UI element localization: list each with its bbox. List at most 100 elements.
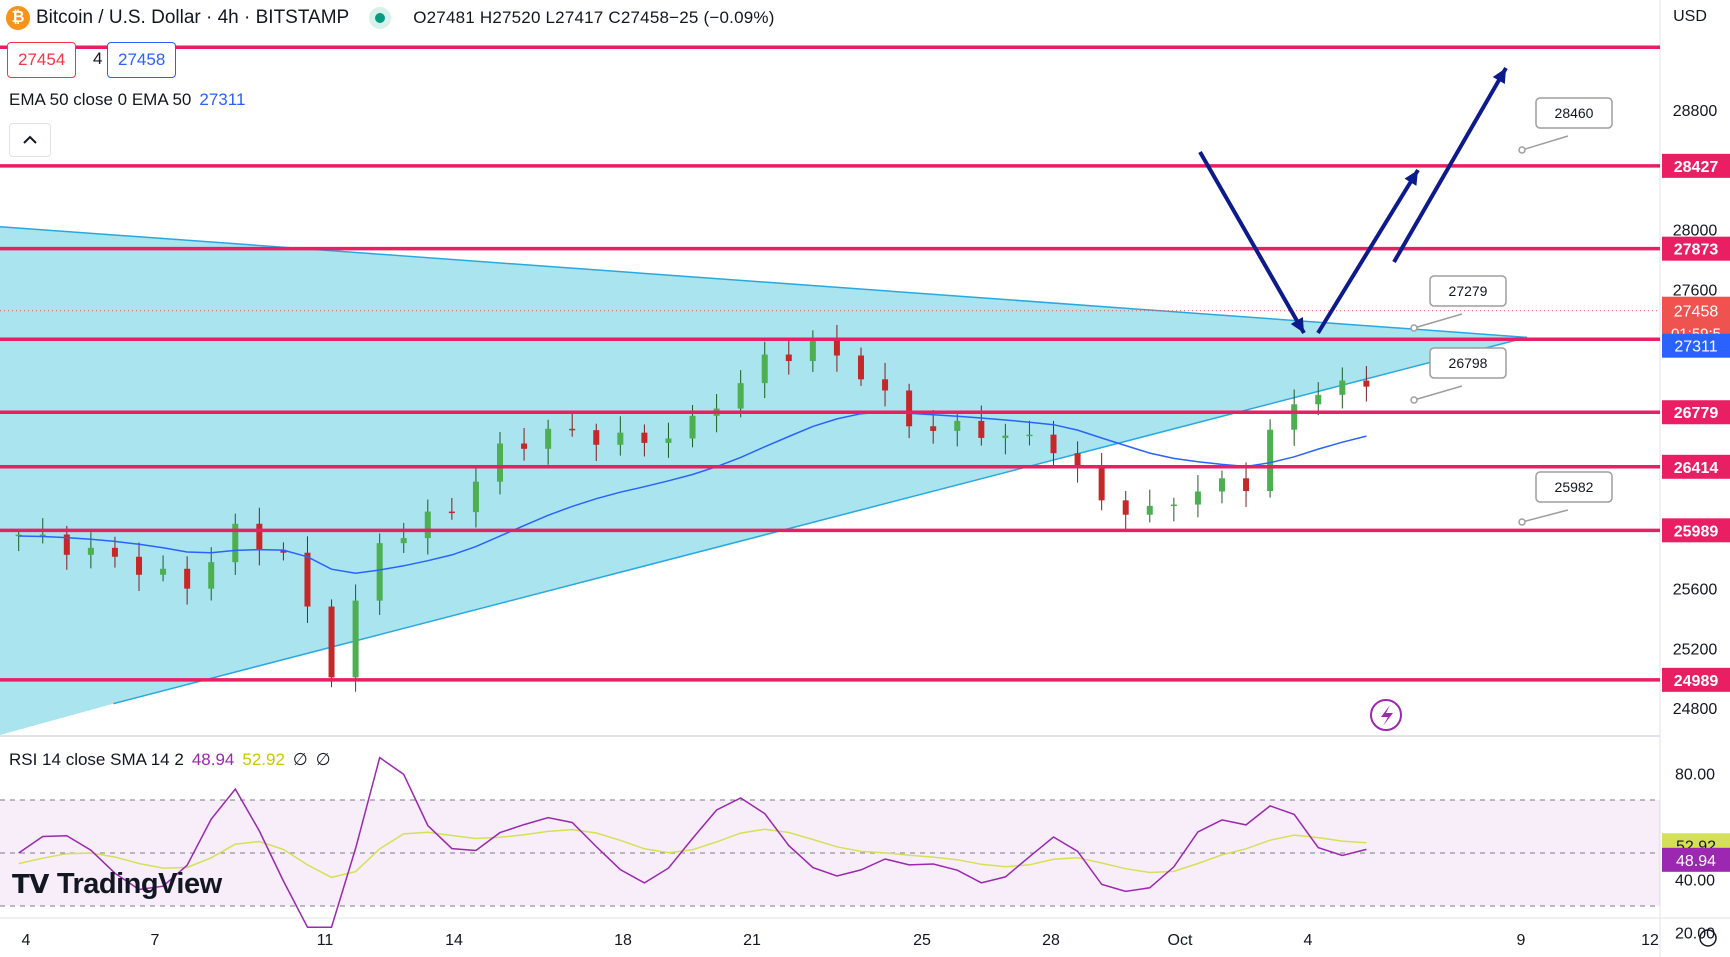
candle-down: [280, 549, 287, 553]
candle-up: [39, 534, 46, 537]
rsi-legend[interactable]: RSI 14 close SMA 14 2 48.94 52.92 ∅ ∅: [9, 750, 331, 770]
candle-up: [1194, 491, 1201, 505]
buy-button[interactable]: 27458: [107, 42, 177, 78]
rsi-legend-extra-2: ∅: [315, 750, 331, 769]
time-tick-label: 4: [22, 932, 31, 949]
ohlc-values: O27481 H27520 L27417 C27458: [413, 8, 670, 27]
time-tick-label: 18: [614, 932, 632, 949]
chart-header: ₿ Bitcoin / U.S. Dollar · 4h · BITSTAMP …: [0, 0, 775, 36]
candle-up: [160, 568, 167, 575]
time-tick-label: 14: [445, 932, 463, 949]
candle-up: [1146, 505, 1153, 515]
candle-down: [569, 428, 576, 431]
candle-down: [521, 443, 528, 449]
rsi-tick-label: 20.00: [1675, 926, 1715, 943]
candle-down: [857, 355, 864, 380]
rsi-legend-extra-1: ∅: [292, 750, 308, 769]
candle-down: [641, 432, 648, 443]
candle-down: [111, 547, 118, 557]
callout-label: 27279: [1449, 283, 1488, 299]
ema-price-tag: [1662, 333, 1730, 358]
candle-up: [1002, 435, 1009, 438]
lightning-icon: [1381, 705, 1393, 726]
time-tick-label: 21: [743, 932, 761, 949]
candle-down: [1122, 500, 1129, 515]
rsi-tick-label: 40.00: [1675, 873, 1715, 890]
candle-up: [208, 562, 215, 589]
candle-up: [497, 443, 503, 482]
candle-down: [448, 511, 455, 514]
candle-down: [1243, 478, 1250, 492]
up-arrow-long: [1392, 67, 1508, 263]
tradingview-logo: 𝗧𝗩 TradingView: [12, 868, 222, 901]
callout-anchor: [1518, 146, 1526, 154]
candle-up: [954, 420, 961, 431]
level-price-label: 24989: [1674, 673, 1719, 690]
level-price-tag: [1662, 400, 1730, 425]
price-tick-label: 25200: [1673, 641, 1718, 658]
up-arrow-long-head: [1492, 68, 1506, 84]
price-tick-label: 24800: [1673, 701, 1718, 718]
candle-down: [833, 340, 840, 356]
rsi-value-tag: [1662, 847, 1730, 872]
time-tick-label: 11: [317, 932, 334, 949]
candle-up: [1218, 478, 1225, 492]
candle-down: [785, 354, 792, 362]
bitcoin-icon: ₿: [6, 6, 30, 30]
candle-up: [1026, 434, 1033, 437]
candle-up: [617, 432, 624, 445]
callout-box: [1429, 275, 1507, 307]
candle-down: [1363, 380, 1370, 387]
alert-icon: [1370, 699, 1402, 731]
candle-up: [376, 543, 383, 601]
time-tick-label: 4: [1304, 932, 1313, 949]
candle-up: [761, 354, 768, 384]
candle-down: [1098, 468, 1105, 501]
candle-up: [1267, 429, 1274, 492]
candle-up: [424, 511, 431, 539]
candle-down: [882, 379, 889, 391]
rsi-line: [18, 756, 1367, 928]
candle-down: [593, 430, 600, 445]
level-price-tag: [1662, 518, 1730, 543]
candle-down: [184, 568, 191, 589]
ema-legend[interactable]: EMA 50 close 0 EMA 50 27311: [9, 90, 245, 110]
symbol-title[interactable]: Bitcoin / U.S. Dollar · 4h · BITSTAMP: [36, 7, 350, 28]
level-price-tag: [1662, 667, 1730, 692]
price-tick-label: 25600: [1673, 581, 1718, 598]
down-arrow: [1198, 151, 1306, 334]
candle-down: [304, 552, 311, 607]
collapse-legend-button[interactable]: [9, 123, 51, 157]
rsi-legend-label: RSI 14 close SMA 14 2: [9, 750, 184, 769]
price-tick-label: 28800: [1673, 103, 1718, 120]
currency-label[interactable]: USD: [1673, 8, 1707, 25]
candle-down: [978, 420, 985, 438]
time-tick-label: 12: [1641, 932, 1659, 949]
time-tick-label: 7: [151, 932, 160, 949]
candle-up: [400, 538, 407, 544]
callout-label: 26798: [1449, 355, 1488, 371]
candle-down: [1074, 453, 1081, 469]
candle-down: [136, 556, 143, 575]
level-price-tag: [1662, 236, 1730, 261]
callout-pointer: [1521, 509, 1569, 523]
market-status-icon: [369, 7, 392, 29]
candle-up: [1291, 404, 1298, 430]
ema-legend-label: EMA 50 close 0 EMA 50: [9, 90, 192, 109]
candle-up: [665, 438, 672, 443]
time-tick-label: 28: [1042, 932, 1060, 949]
callout-pointer: [1413, 313, 1463, 329]
chevron-up-icon: [23, 135, 37, 144]
sell-button[interactable]: 27454: [7, 42, 77, 78]
settings-icon: [1699, 929, 1717, 947]
level-price-tag: [1662, 454, 1730, 479]
candle-up: [689, 415, 696, 439]
candle-up: [1339, 380, 1346, 395]
callout-box: [1535, 97, 1613, 129]
up-arrow-short-head: [1404, 170, 1418, 186]
rsi-sma-legend-value: 52.92: [242, 750, 285, 769]
time-tick-label: Oct: [1168, 932, 1193, 949]
candle-up: [232, 523, 239, 563]
rsi-tick-label: 80.00: [1675, 767, 1715, 784]
